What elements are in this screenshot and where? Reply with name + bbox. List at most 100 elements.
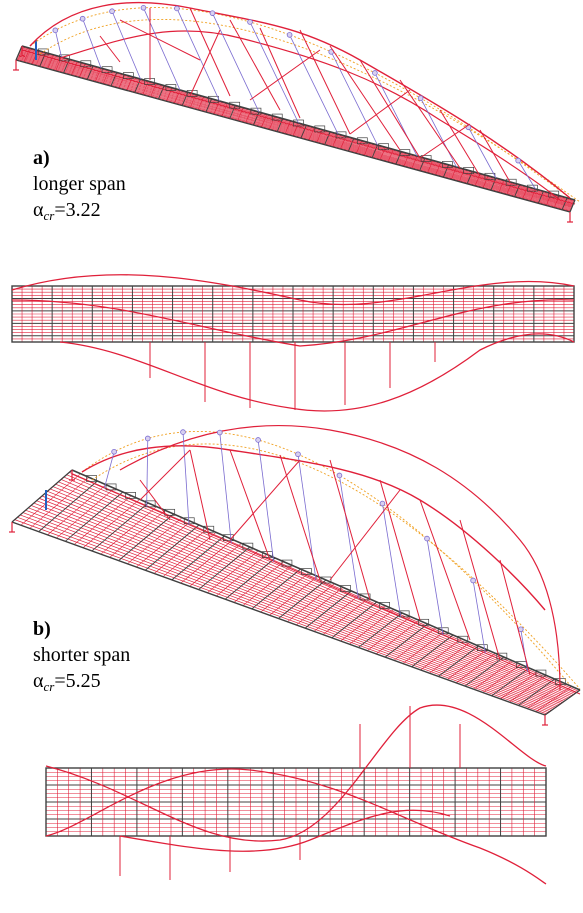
- hanger-cable: [517, 160, 536, 190]
- buckled-arch-outer: [29, 1, 571, 199]
- hanger-node: [111, 448, 117, 455]
- deck-transverse-line: [411, 634, 454, 668]
- panel-a-critical-factor: αcr=3.22: [33, 198, 101, 228]
- deck-transverse-line: [142, 81, 149, 95]
- hanger-node: [470, 577, 476, 584]
- girder-segment-box: [229, 101, 241, 109]
- deck-transverse-line: [56, 488, 115, 539]
- alpha-subscript: cr: [43, 679, 55, 694]
- buckled-brace: [419, 499, 471, 641]
- hanger-node: [372, 70, 378, 76]
- shorter-span-plan-view: [45, 704, 547, 885]
- buckled-brace: [189, 449, 211, 541]
- deck-transverse-line: [55, 56, 62, 71]
- hanger-node: [209, 10, 216, 16]
- deck-transverse-line: [110, 72, 118, 87]
- hanger-cable: [257, 439, 275, 562]
- deck-transverse-line: [447, 649, 488, 680]
- girder-segment-box: [496, 652, 508, 660]
- hanger-node: [517, 626, 524, 633]
- girder-segment-box: [535, 669, 547, 677]
- deck-transverse-line: [340, 605, 386, 642]
- deck-transverse-line: [514, 184, 521, 197]
- girder-segment-box: [418, 618, 430, 626]
- deck-transverse-line: [340, 136, 347, 150]
- panel-b-critical-factor: αcr=5.25: [33, 669, 101, 699]
- deck-transverse-line: [205, 98, 213, 113]
- buckled-brace: [419, 123, 471, 159]
- girder-segment-box: [122, 72, 134, 79]
- girder-segment-box: [281, 559, 293, 567]
- longer-span-3d-view: [13, 1, 581, 223]
- deck-transverse-line: [500, 671, 538, 700]
- deck-transverse-line: [322, 598, 369, 635]
- deck-transverse-line: [324, 131, 331, 145]
- deck-transverse-line: [126, 76, 133, 91]
- deck-transverse-line: [553, 195, 560, 208]
- deck-transverse-line: [189, 543, 242, 587]
- girder-segment-box: [476, 644, 488, 652]
- buckled-arch-inner: [119, 424, 561, 691]
- deck-mesh: [15, 45, 576, 213]
- deck-transverse-line: [233, 561, 284, 603]
- panel-a-title: longer span: [33, 173, 126, 195]
- girder-segment-box: [314, 125, 326, 133]
- deck-transverse-line: [73, 495, 132, 545]
- girder-segment-box: [80, 60, 92, 68]
- deck-transverse-line: [561, 197, 568, 211]
- girder-segment-box: [105, 483, 117, 491]
- girder-segment-box: [37, 48, 49, 56]
- buckled-brace: [119, 19, 201, 61]
- buckled-brace: [329, 45, 401, 151]
- deck-transverse-line: [535, 686, 572, 713]
- girder-segment-box: [359, 593, 371, 601]
- deck-transverse-line: [464, 656, 505, 687]
- alpha-value: =3.22: [54, 199, 101, 221]
- hanger-cable: [111, 11, 141, 80]
- hanger-cable: [176, 8, 220, 102]
- deck-transverse-line: [71, 61, 78, 76]
- deck-transverse-line: [395, 151, 402, 165]
- girder-segment-box: [242, 542, 254, 550]
- deck-transverse-line: [367, 616, 411, 651]
- girder-segment-box: [378, 143, 389, 151]
- plan-deck-mesh: [45, 767, 547, 837]
- deck-transverse-line: [527, 682, 564, 709]
- hanger-node: [286, 32, 293, 38]
- lateral-buckling-curve: [119, 809, 451, 852]
- deck-transverse-line: [545, 193, 552, 206]
- deck-transverse-line: [150, 83, 157, 98]
- girder-segment-box: [548, 190, 560, 198]
- deck-transverse-line: [379, 147, 386, 161]
- deck-transverse-line: [490, 177, 497, 191]
- hanger-node: [180, 429, 186, 435]
- deck-transverse-line: [127, 517, 183, 565]
- deck-transverse-line: [158, 85, 165, 100]
- deck-transverse-line: [284, 120, 291, 134]
- girder-segment-box: [505, 178, 517, 186]
- girder-segment-box: [271, 113, 283, 121]
- deck-transverse-line: [438, 645, 479, 677]
- undeformed-arch-inner: [91, 443, 581, 690]
- deck-transverse-line: [347, 138, 355, 152]
- girder-segment-box: [420, 155, 432, 162]
- deck-transverse-line: [304, 590, 352, 629]
- girder-segment-box: [379, 602, 390, 609]
- plan-deck-mesh: [11, 285, 575, 343]
- deck-transverse-line: [296, 587, 344, 626]
- deck-end-right: [544, 689, 581, 716]
- alpha-subscript: cr: [43, 208, 55, 223]
- girder-segment-box: [463, 167, 475, 174]
- buckled-brace: [279, 454, 321, 581]
- deck-transverse-line: [216, 554, 267, 597]
- panel-b-letter: b): [33, 618, 51, 640]
- deck-transverse-line: [278, 579, 327, 619]
- girder-segment-box: [398, 610, 410, 618]
- deck-transverse-line: [79, 63, 86, 78]
- girder-segment-box: [340, 585, 351, 592]
- hanger-cable: [420, 97, 457, 168]
- deck-transverse-line: [221, 103, 228, 117]
- buckled-brace: [139, 449, 191, 501]
- deck-transverse-line: [166, 87, 173, 102]
- deck-transverse-line: [308, 127, 315, 141]
